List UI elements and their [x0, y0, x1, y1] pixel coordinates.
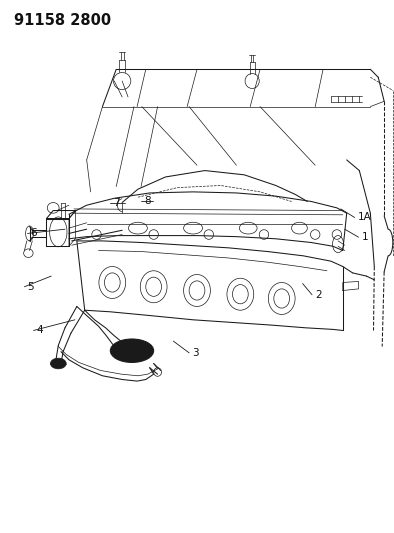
Text: 1A: 1A — [358, 213, 372, 222]
Text: 7: 7 — [113, 198, 120, 207]
Text: 6: 6 — [31, 229, 37, 238]
Ellipse shape — [50, 358, 66, 369]
Text: 1: 1 — [362, 232, 368, 242]
Text: 8: 8 — [144, 197, 151, 206]
Ellipse shape — [110, 339, 154, 362]
Text: 3: 3 — [192, 348, 199, 358]
Text: 4: 4 — [37, 326, 43, 335]
Text: 2: 2 — [315, 290, 322, 300]
Text: 5: 5 — [28, 282, 34, 292]
Text: 91158 2800: 91158 2800 — [14, 13, 111, 28]
